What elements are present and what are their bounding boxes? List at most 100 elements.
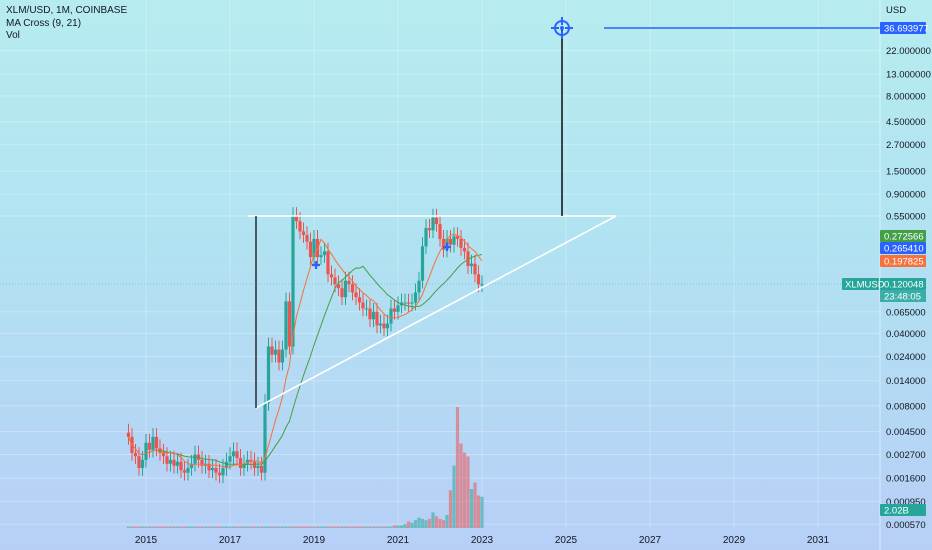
candle-body: [347, 280, 351, 285]
volume-bar: [389, 526, 393, 528]
candle-body: [357, 297, 362, 303]
candle-body: [186, 467, 190, 473]
volume-bar: [413, 520, 418, 528]
volume-bar: [364, 526, 369, 528]
volume-bar: [207, 526, 211, 528]
volume-bar: [312, 526, 316, 528]
volume-bar: [466, 456, 470, 528]
volume-bar: [350, 526, 355, 528]
candle-body: [420, 246, 425, 281]
volume-bar: [238, 526, 243, 528]
candle-body: [452, 236, 456, 245]
candle-body: [245, 459, 250, 464]
candle-body: [305, 235, 309, 242]
candle-body: [333, 277, 337, 285]
volume-bar: [347, 526, 351, 528]
candle-body: [319, 255, 323, 258]
price-tick-label: 0.550000: [886, 212, 926, 223]
ma-cross-markers: [312, 243, 451, 269]
volume-bar: [329, 526, 334, 528]
candle-body: [448, 238, 453, 245]
volume-bar: [140, 526, 145, 528]
volume-bar: [357, 526, 362, 528]
time-axis[interactable]: 2015 2017 2019 2021 2023 2025 2027 2029 2031: [135, 535, 830, 546]
candle-body: [340, 288, 344, 298]
candle-body: [413, 292, 418, 303]
volume-bar: [340, 526, 344, 528]
candle-body: [280, 349, 285, 363]
year-tick-label: 2021: [387, 535, 410, 546]
volume-bar: [256, 526, 260, 528]
candle-body: [382, 323, 386, 329]
candle-body: [182, 470, 187, 473]
price-badge-label: 0.265410: [884, 244, 924, 255]
volume-bar: [172, 526, 176, 528]
price-badge: [880, 242, 926, 254]
volume-bar: [378, 526, 383, 528]
candle-body: [406, 302, 411, 304]
price-tick-label: 0.040000: [886, 329, 926, 340]
candle-body: [361, 302, 365, 309]
indicator-label[interactable]: MA Cross (9, 21): [6, 17, 82, 29]
trend-drawings[interactable]: [248, 28, 617, 409]
volume-bar: [406, 521, 411, 528]
volume-bar: [410, 522, 414, 528]
volume-bars: [126, 407, 484, 528]
candle-body: [291, 216, 295, 347]
candle-body: [343, 280, 348, 298]
volume-bar: [385, 526, 390, 528]
candle-body: [294, 216, 299, 222]
price-tick-label: 0.000570: [886, 520, 926, 531]
volume-bar: [270, 526, 274, 528]
volume-bar: [284, 526, 288, 528]
volume-bar: [186, 526, 190, 528]
volume-bar: [259, 526, 264, 528]
candle-body: [438, 224, 442, 239]
candle-body: [364, 308, 369, 310]
candle-body: [221, 467, 225, 476]
candle-body: [455, 236, 460, 239]
candle-body: [259, 465, 264, 473]
volume-bar: [133, 526, 138, 528]
price-tick-label: 8.000000: [886, 91, 926, 102]
candle-body: [154, 436, 159, 449]
volume-bar: [333, 526, 337, 528]
candle-body: [189, 463, 194, 468]
candle-body: [336, 284, 341, 289]
candle-body: [427, 228, 432, 231]
candle-body: [273, 349, 278, 355]
candle-body: [284, 301, 288, 350]
volume-bar: [231, 526, 236, 528]
candle-body: [312, 238, 316, 258]
target-marker[interactable]: [551, 17, 880, 39]
volume-bar: [305, 526, 309, 528]
price-axis[interactable]: USD 22.000000 13.000000 8.000000 4.500000 2.7…: [879, 0, 931, 550]
candle-body: [434, 217, 439, 225]
volume-bar: [434, 516, 439, 528]
ma-fast-line: [128, 233, 483, 468]
volume-bar: [336, 526, 341, 528]
volume-bar: [371, 526, 376, 528]
price-badge-label: 0.272566: [884, 232, 924, 243]
candle-body: [480, 284, 484, 286]
volume-label[interactable]: Vol: [6, 30, 20, 41]
candle-body: [161, 452, 166, 457]
volume-bar: [263, 526, 267, 528]
volume-bar: [301, 526, 306, 528]
candle-body: [266, 346, 271, 404]
volume-bar: [354, 526, 358, 528]
volume-bar: [158, 526, 162, 528]
volume-bar: [280, 526, 285, 528]
volume-bar: [221, 526, 225, 528]
candle-body: [469, 263, 474, 267]
candle-body: [207, 463, 211, 471]
volume-bar: [480, 496, 484, 528]
volume-bar: [252, 526, 257, 528]
volume-bar: [445, 515, 449, 528]
candle-body: [389, 308, 393, 324]
symbol-title[interactable]: XLM/USD, 1M, COINBASE: [6, 5, 128, 16]
volume-bar: [375, 526, 379, 528]
year-tick-label: 2019: [303, 535, 326, 546]
